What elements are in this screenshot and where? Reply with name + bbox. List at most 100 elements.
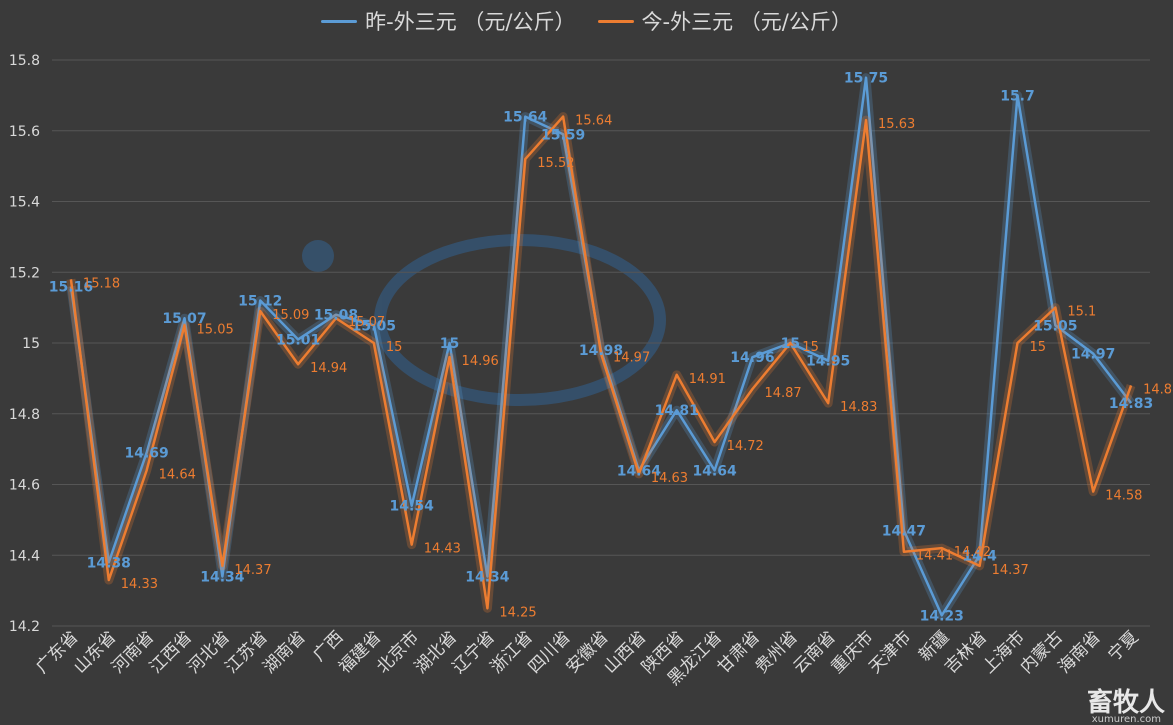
data-label-yesterday: 15.7 [1000,88,1035,104]
data-label-yesterday: 14.83 [1109,396,1153,412]
data-label-yesterday: 14.64 [692,463,737,479]
legend-swatch-yesterday [321,19,358,23]
legend-label-yesterday: 昨-外三元 （元/公斤） [365,10,576,34]
y-tick-label: 15.2 [9,265,40,281]
data-label-yesterday: 14.23 [920,608,964,624]
data-label-today: 15 [802,340,819,355]
legend-label-today: 今-外三元 （元/公斤） [641,10,852,34]
x-tick-label: 贵州省 [752,627,802,677]
data-label-today: 14.72 [727,439,764,454]
data-label-today: 15.52 [537,156,574,171]
data-label-yesterday: 14.69 [125,446,169,462]
data-label-today: 14.94 [310,361,347,376]
data-label-yesterday: 15.05 [352,318,396,334]
x-tick-label: 上海市 [979,627,1029,677]
y-tick-label: 15.4 [9,195,40,211]
x-tick-label: 江西省 [146,627,196,677]
data-label-yesterday: 15 [781,336,800,352]
y-tick-label: 15.6 [9,124,40,140]
x-tick-label: 福建省 [335,627,385,677]
x-tick-label: 湖南省 [259,627,309,677]
data-label-today: 15 [386,340,403,355]
data-label-today: 14.88 [1143,382,1173,397]
data-label-today: 15.1 [1067,305,1096,320]
data-label-today: 14.41 [916,549,953,564]
data-label-yesterday: 15.16 [49,279,93,295]
legend-item-today[interactable]: 今-外三元 （元/公斤） [597,6,852,36]
data-label-yesterday: 14.81 [655,403,699,419]
y-tick-label: 15.8 [9,53,40,69]
legend-item-yesterday[interactable]: 昨-外三元 （元/公斤） [321,6,576,36]
x-tick-label: 辽宁省 [449,627,499,677]
x-tick-label: 天津市 [865,627,915,677]
data-label-yesterday: 15.01 [276,332,320,348]
data-label-today: 14.96 [462,354,499,369]
data-label-yesterday: 14.98 [579,343,623,359]
data-label-today: 14.37 [992,563,1029,578]
x-tick-label: 重庆市 [827,627,877,677]
legend-swatch-today [597,19,634,23]
data-label-today: 15.64 [575,114,612,129]
data-label-yesterday: 15.08 [314,308,358,324]
data-label-yesterday: 15.59 [541,127,585,143]
x-tick-label: 内蒙古 [1017,627,1067,677]
y-tick-label: 15 [22,336,40,352]
data-label-today: 14.97 [613,351,650,366]
data-label-yesterday: 15.07 [162,311,206,327]
data-label-yesterday: 15.12 [238,294,282,310]
x-tick-label: 河北省 [184,627,234,677]
x-tick-label: 浙江省 [487,627,537,677]
data-label-today: 14.63 [651,471,688,486]
x-tick-label: 宁夏 [1104,627,1142,665]
x-tick-label: 四川省 [524,627,574,677]
data-label-yesterday: 14.34 [200,569,245,585]
x-tick-label: 云南省 [790,627,840,677]
x-tick-label: 河南省 [108,627,158,677]
data-label-today: 15.63 [878,117,915,132]
x-tick-label: 安徽省 [562,627,612,677]
series-today-glow [66,112,1136,613]
data-label-yesterday: 14.95 [806,354,850,370]
x-tick-label: 甘肃省 [714,627,764,677]
data-label-yesterday: 15.05 [1033,318,1077,334]
y-tick-label: 14.8 [9,407,40,423]
watermark-logo [302,234,666,406]
data-label-today: 14.43 [424,542,461,557]
data-label-today: 15.18 [83,276,120,291]
y-tick-label: 14.4 [9,548,40,564]
data-label-today: 14.64 [159,467,196,482]
data-label-yesterday: 14.38 [87,555,131,571]
y-tick-label: 14.2 [9,619,40,635]
data-label-today: 14.83 [840,400,877,415]
data-label-today: 14.87 [764,386,801,401]
data-label-yesterday: 15.64 [503,110,548,126]
data-label-yesterday: 14.97 [1071,347,1115,363]
chart-legend: 昨-外三元 （元/公斤） 今-外三元 （元/公斤） [0,6,1173,36]
data-label-yesterday: 14.64 [617,463,662,479]
data-label-yesterday: 15 [440,336,459,352]
data-label-today: 14.33 [121,577,158,592]
data-label-today: 15.05 [197,322,234,337]
x-tick-label: 江苏省 [222,627,272,677]
data-label-today: 15.07 [348,315,385,330]
data-label-today: 14.25 [499,605,536,620]
data-label-today: 14.37 [234,563,271,578]
data-label-yesterday: 15.75 [844,71,888,87]
series-today-line[interactable] [69,115,1133,610]
data-label-today: 14.58 [1105,489,1142,504]
data-label-today: 15.09 [272,308,309,323]
x-tick-label: 山东省 [70,627,120,677]
watermark-url: xumuren.com [1091,714,1161,725]
x-tick-label: 海南省 [1055,627,1105,677]
data-label-yesterday: 14.96 [730,350,774,366]
x-tick-label: 山西省 [600,627,650,677]
data-label-yesterday: 14.54 [390,499,435,515]
y-tick-label: 14.6 [9,478,40,494]
data-label-yesterday: 14.34 [465,569,510,585]
x-tick-label: 吉林省 [941,627,991,677]
data-label-today: 14.42 [954,545,991,560]
data-label-yesterday: 14.4 [962,548,997,564]
data-label-today: 15 [1029,340,1046,355]
data-label-yesterday: 14.47 [882,523,926,539]
